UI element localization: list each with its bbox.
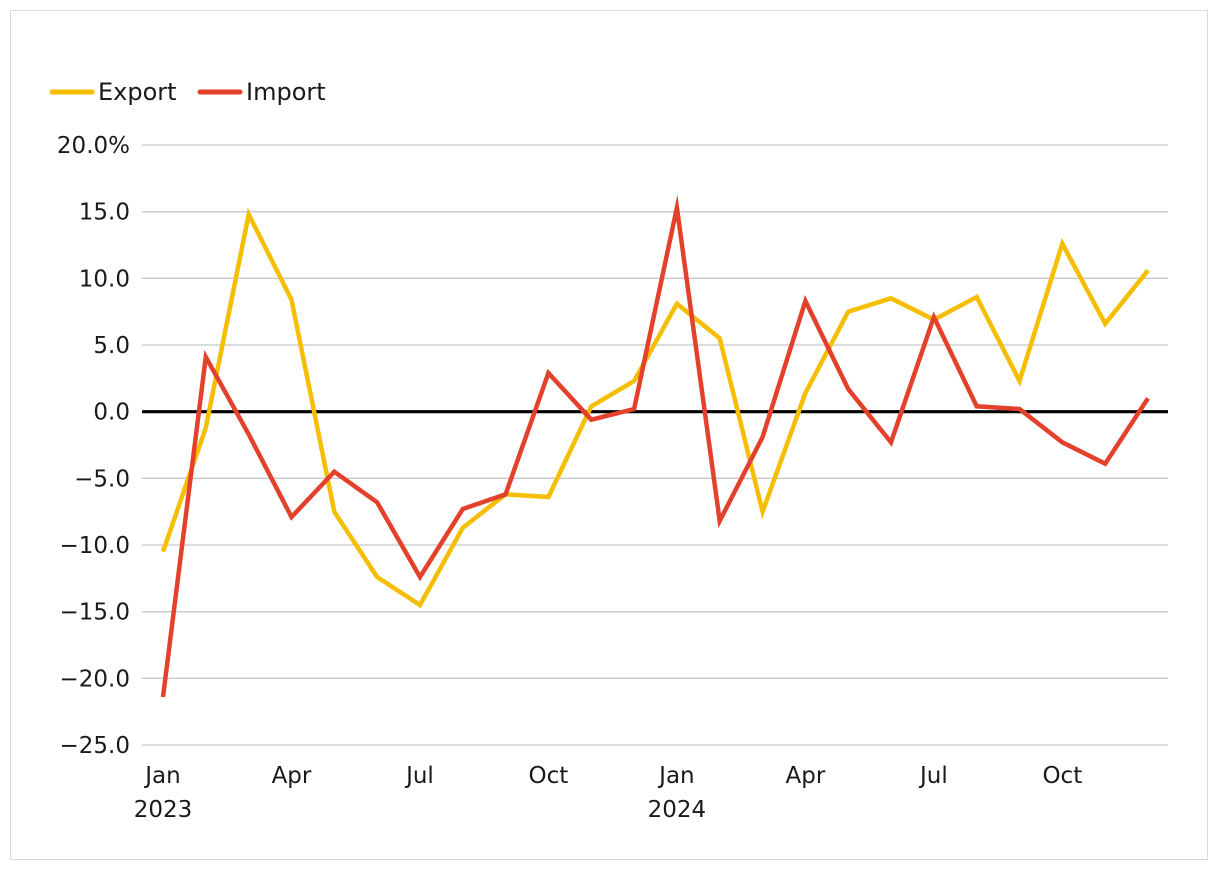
x-axis-labels: Jan 2023 Apr Jul Oct Jan 2024 Apr Jul Oct [134, 763, 1083, 823]
y-tick-label: 15.0 [79, 200, 130, 226]
series-lines [160, 194, 1150, 698]
y-tick-label: 0.0 [93, 400, 130, 426]
x-tick-label: Jan [657, 763, 694, 789]
chart-frame [10, 10, 1208, 860]
y-tick-label: −15.0 [60, 600, 130, 626]
grid-lines [142, 144, 1168, 746]
y-tick-label: −25.0 [60, 733, 130, 759]
x-tick-label: Apr [272, 763, 312, 789]
y-tick-label: 5.0 [93, 333, 130, 359]
x-tick-year-label: 2023 [134, 797, 193, 823]
y-tick-label: 20.0% [57, 133, 130, 159]
x-tick-label: Jan [143, 763, 180, 789]
series-line-import [160, 194, 1150, 698]
x-tick-label: Oct [1042, 763, 1082, 789]
legend: Export Import [49, 78, 326, 106]
x-tick-label: Jul [918, 763, 948, 789]
x-tick-label: Oct [529, 763, 569, 789]
y-tick-label: −5.0 [74, 466, 130, 492]
y-tick-label: −20.0 [60, 666, 130, 692]
legend-label-import: Import [246, 78, 326, 106]
x-tick-label: Jul [404, 763, 434, 789]
y-tick-label: 10.0 [79, 266, 130, 292]
x-tick-label: Apr [785, 763, 825, 789]
legend-label-export: Export [98, 78, 177, 106]
x-tick-year-label: 2024 [648, 797, 707, 823]
y-tick-label: −10.0 [60, 533, 130, 559]
y-axis-labels: 20.0% 15.0 10.0 5.0 0.0 −5.0 −10.0 −15.0 −20.0 −2… [57, 133, 130, 759]
